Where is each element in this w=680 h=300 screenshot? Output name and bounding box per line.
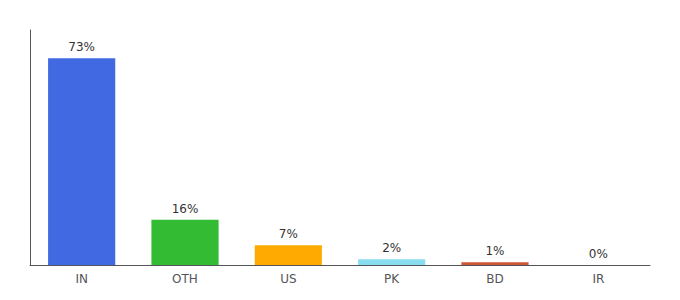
svg-text:7%: 7%: [279, 227, 298, 241]
svg-text:IR: IR: [592, 272, 604, 286]
svg-text:1%: 1%: [485, 244, 504, 258]
svg-text:OTH: OTH: [172, 272, 198, 286]
svg-text:0%: 0%: [589, 247, 608, 261]
svg-text:2%: 2%: [382, 241, 401, 255]
svg-text:PK: PK: [384, 272, 400, 286]
svg-text:US: US: [280, 272, 296, 286]
svg-text:IN: IN: [75, 272, 88, 286]
svg-text:BD: BD: [486, 272, 503, 286]
svg-text:16%: 16%: [172, 202, 199, 216]
svg-text:73%: 73%: [68, 40, 95, 54]
